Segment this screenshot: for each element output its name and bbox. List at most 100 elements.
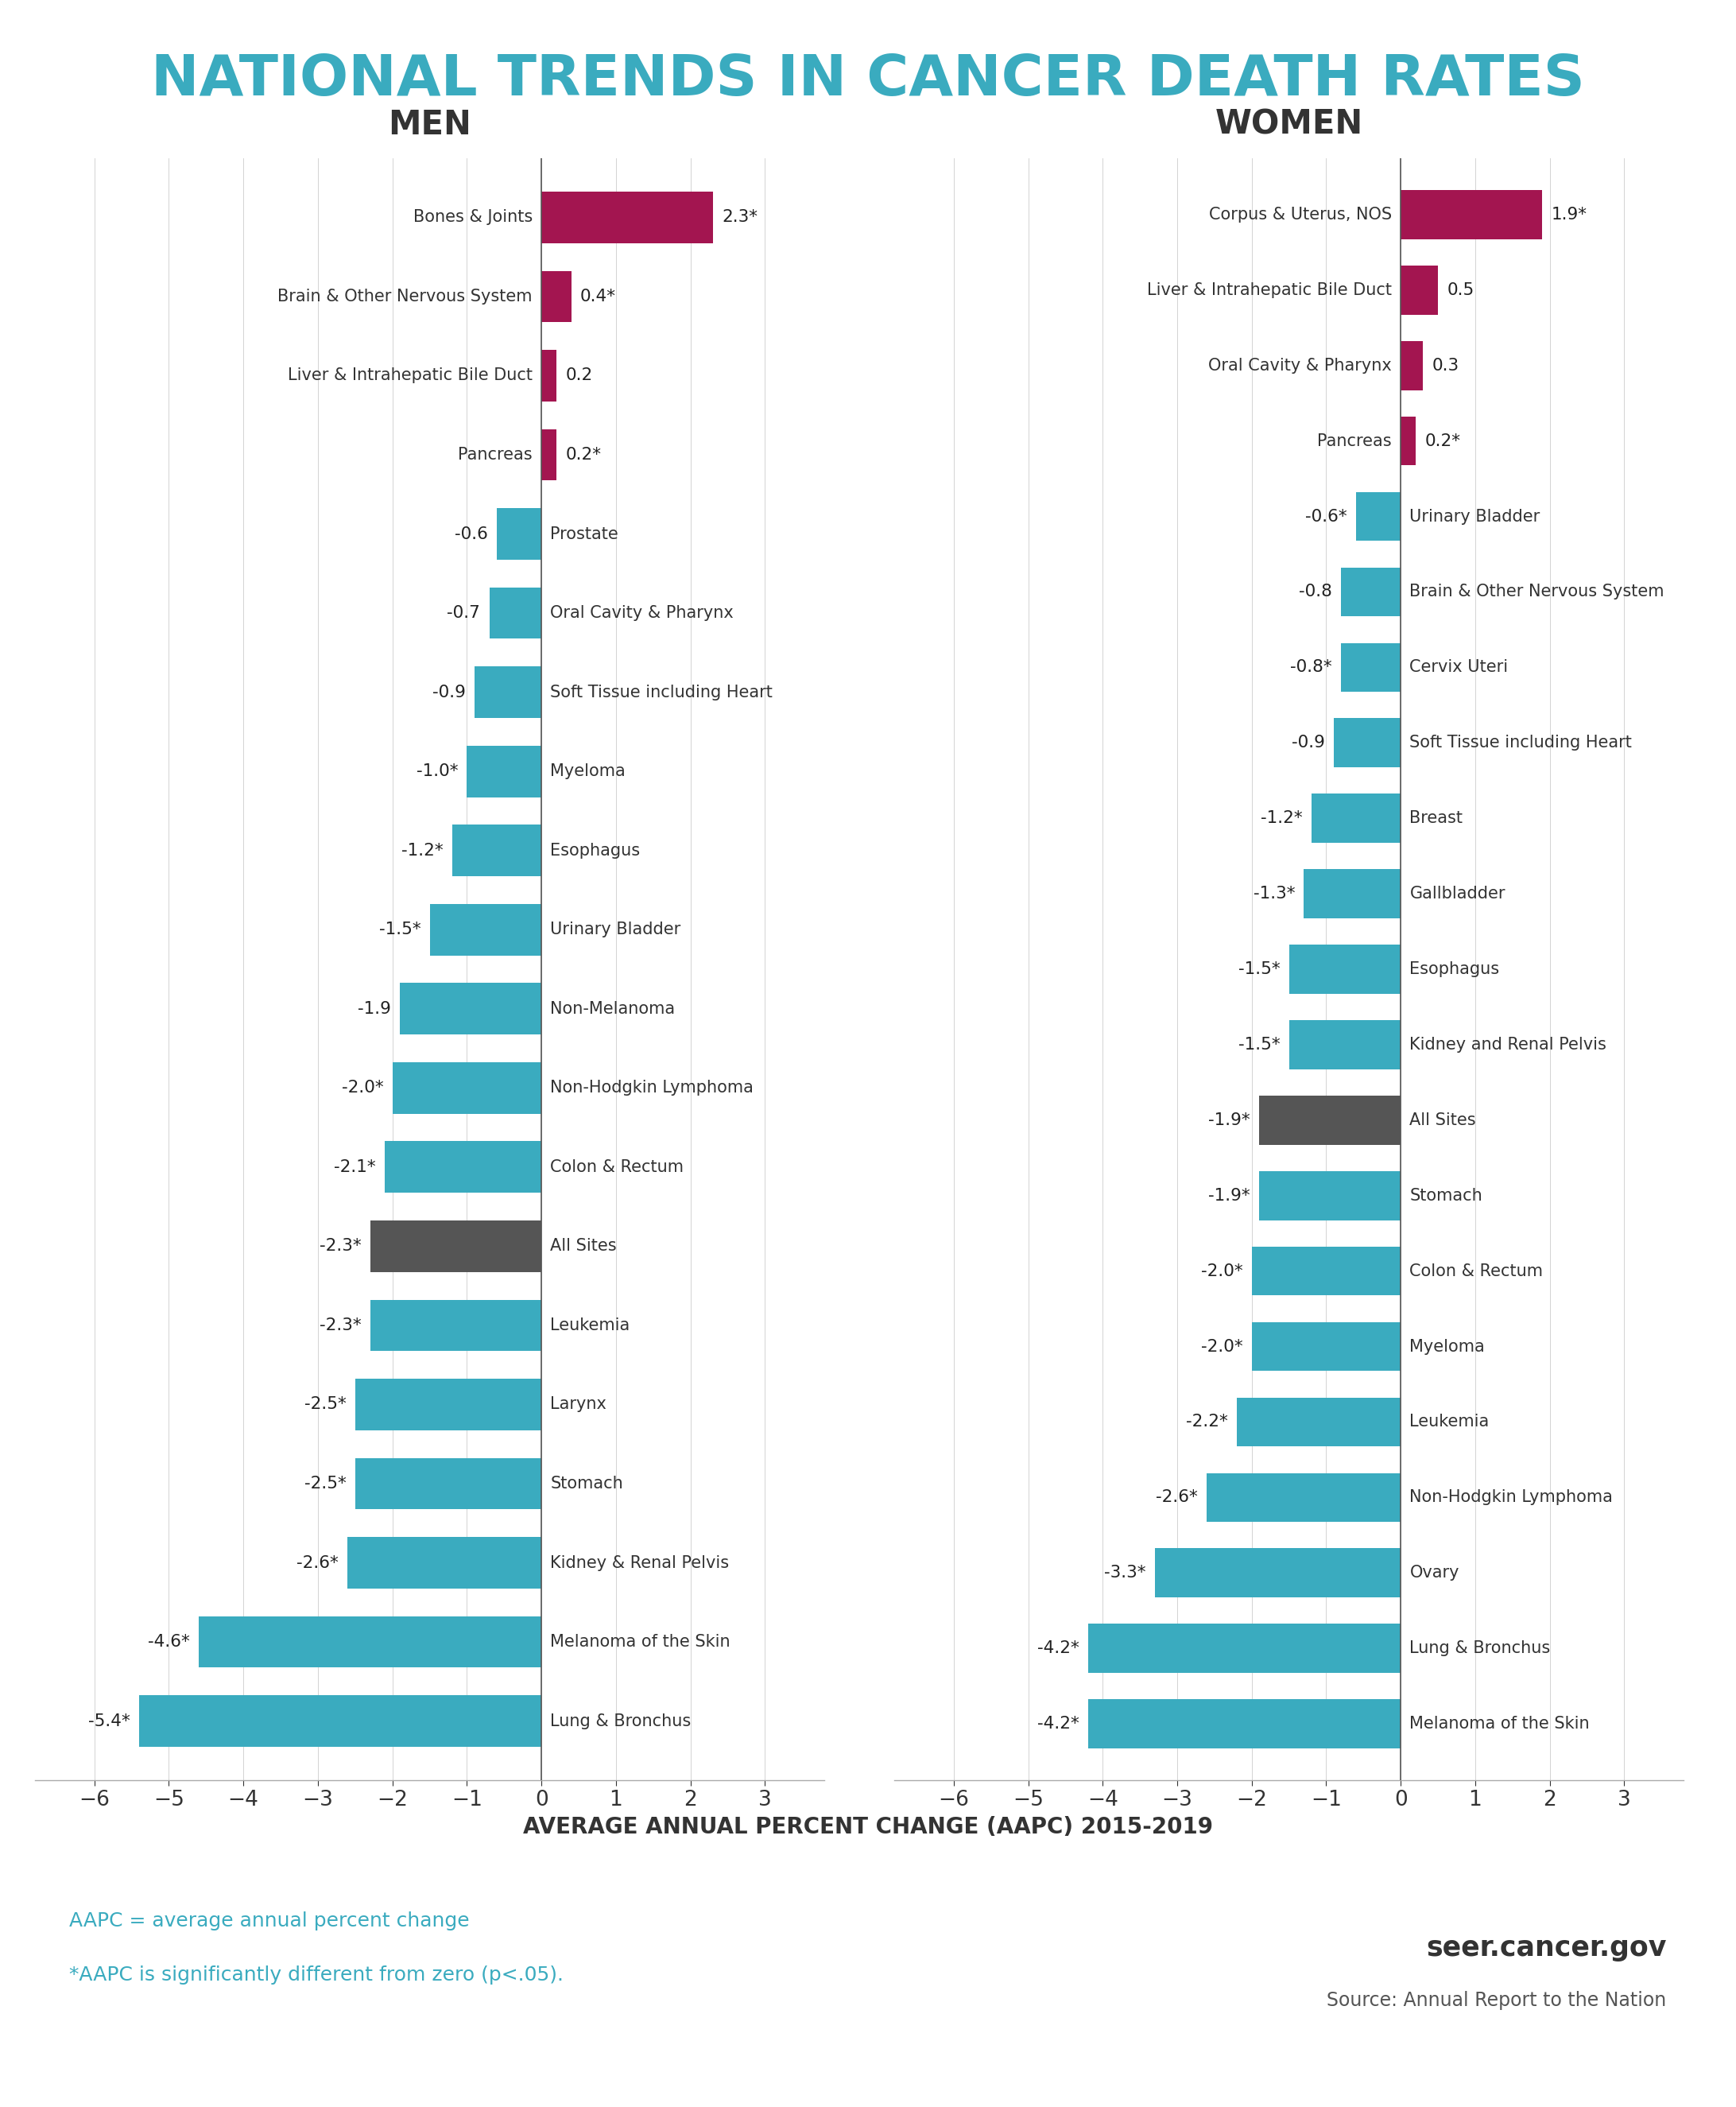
Text: Lung & Bronchus: Lung & Bronchus	[550, 1713, 691, 1730]
Bar	[1288, 944, 1401, 995]
Text: -1.5*: -1.5*	[1238, 1037, 1279, 1054]
Text: AAPC = average annual percent change: AAPC = average annual percent change	[69, 1911, 470, 1930]
Text: -1.5*: -1.5*	[1238, 961, 1279, 978]
Bar	[1207, 1473, 1401, 1521]
Text: 0.4*: 0.4*	[580, 289, 616, 306]
Text: Urinary Bladder: Urinary Bladder	[550, 921, 681, 938]
Text: Brain & Other Nervous System: Brain & Other Nervous System	[278, 289, 533, 306]
Text: -2.0*: -2.0*	[1201, 1338, 1243, 1355]
Text: Liver & Intrahepatic Bile Duct: Liver & Intrahepatic Bile Duct	[288, 369, 533, 383]
Text: Colon & Rectum: Colon & Rectum	[550, 1159, 684, 1176]
Text: 0.2*: 0.2*	[1425, 434, 1460, 449]
Bar	[392, 1062, 542, 1115]
Text: 0.2: 0.2	[566, 369, 592, 383]
Text: All Sites: All Sites	[550, 1239, 616, 1254]
Text: -2.0*: -2.0*	[342, 1081, 384, 1096]
Bar	[1259, 1171, 1401, 1220]
Text: Pancreas: Pancreas	[1318, 434, 1392, 449]
Text: Esophagus: Esophagus	[1410, 961, 1500, 978]
Bar	[356, 1458, 542, 1509]
Text: Leukemia: Leukemia	[1410, 1414, 1489, 1431]
Text: NATIONAL TRENDS IN CANCER DEATH RATES: NATIONAL TRENDS IN CANCER DEATH RATES	[151, 53, 1585, 107]
Text: Ovary: Ovary	[1410, 1566, 1460, 1580]
Text: -1.9*: -1.9*	[1208, 1188, 1250, 1203]
Text: 0.3: 0.3	[1432, 358, 1460, 373]
Text: Corpus & Uterus, NOS: Corpus & Uterus, NOS	[1208, 206, 1392, 223]
Bar	[1236, 1397, 1401, 1448]
Text: -1.2*: -1.2*	[401, 843, 443, 858]
Text: Larynx: Larynx	[550, 1397, 606, 1412]
Bar	[1088, 1624, 1401, 1673]
Bar	[356, 1378, 542, 1431]
Text: seer.cancer.gov: seer.cancer.gov	[1427, 1934, 1667, 1962]
Bar	[1401, 190, 1542, 240]
Text: WOMEN: WOMEN	[1215, 107, 1363, 141]
Text: Soft Tissue including Heart: Soft Tissue including Heart	[550, 685, 773, 700]
Bar	[474, 666, 542, 718]
Bar	[139, 1696, 542, 1747]
Text: -0.6: -0.6	[455, 527, 488, 541]
Bar	[431, 904, 542, 954]
Text: -2.3*: -2.3*	[319, 1317, 361, 1334]
Text: Kidney & Renal Pelvis: Kidney & Renal Pelvis	[550, 1555, 729, 1570]
Text: -4.6*: -4.6*	[148, 1633, 189, 1650]
Bar	[370, 1300, 542, 1351]
Text: AVERAGE ANNUAL PERCENT CHANGE (AAPC) 2015-2019: AVERAGE ANNUAL PERCENT CHANGE (AAPC) 201…	[523, 1816, 1213, 1839]
Bar	[1333, 718, 1401, 767]
Bar	[467, 746, 542, 796]
Text: Non-Melanoma: Non-Melanoma	[550, 1001, 675, 1018]
Text: -0.9: -0.9	[432, 685, 465, 700]
Text: -2.6*: -2.6*	[1156, 1490, 1198, 1504]
Text: 0.5: 0.5	[1448, 282, 1474, 297]
Text: -4.2*: -4.2*	[1036, 1641, 1078, 1656]
Text: -2.6*: -2.6*	[297, 1555, 339, 1570]
Text: Leukemia: Leukemia	[550, 1317, 630, 1334]
Text: 1.9*: 1.9*	[1552, 206, 1587, 223]
Bar	[1088, 1698, 1401, 1749]
Text: Oral Cavity & Pharynx: Oral Cavity & Pharynx	[1208, 358, 1392, 373]
Text: Liver & Intrahepatic Bile Duct: Liver & Intrahepatic Bile Duct	[1147, 282, 1392, 297]
Bar	[1342, 567, 1401, 617]
Text: Soft Tissue including Heart: Soft Tissue including Heart	[1410, 735, 1632, 750]
Text: -2.0*: -2.0*	[1201, 1262, 1243, 1279]
Bar	[496, 508, 542, 560]
Text: Gallbladder: Gallbladder	[1410, 885, 1505, 902]
Text: -2.1*: -2.1*	[333, 1159, 377, 1176]
Bar	[399, 984, 542, 1035]
Bar	[385, 1142, 542, 1193]
Bar	[1342, 643, 1401, 691]
Text: Pancreas: Pancreas	[458, 447, 533, 464]
Bar	[542, 430, 556, 480]
Text: -0.8*: -0.8*	[1290, 659, 1332, 676]
Text: -2.2*: -2.2*	[1186, 1414, 1227, 1431]
Text: MEN: MEN	[387, 107, 472, 141]
Text: -0.7: -0.7	[448, 605, 481, 622]
Text: Stomach: Stomach	[550, 1475, 623, 1492]
Bar	[370, 1220, 542, 1273]
Bar	[198, 1616, 542, 1667]
Bar	[542, 272, 571, 322]
Text: All Sites: All Sites	[1410, 1112, 1476, 1127]
Text: -5.4*: -5.4*	[89, 1713, 130, 1730]
Bar	[1288, 1020, 1401, 1068]
Bar	[542, 192, 713, 242]
Text: Melanoma of the Skin: Melanoma of the Skin	[1410, 1715, 1590, 1732]
Text: Brain & Other Nervous System: Brain & Other Nervous System	[1410, 584, 1665, 600]
Bar	[347, 1538, 542, 1589]
Text: -1.9: -1.9	[358, 1001, 391, 1018]
Text: -2.5*: -2.5*	[304, 1475, 345, 1492]
Text: Prostate: Prostate	[550, 527, 618, 541]
Bar	[542, 350, 556, 400]
Text: Myeloma: Myeloma	[550, 763, 625, 780]
Text: Source: Annual Report to the Nation: Source: Annual Report to the Nation	[1326, 1991, 1667, 2010]
Text: -1.0*: -1.0*	[417, 763, 458, 780]
Text: Oral Cavity & Pharynx: Oral Cavity & Pharynx	[550, 605, 734, 622]
Text: -1.3*: -1.3*	[1253, 885, 1295, 902]
Bar	[1252, 1247, 1401, 1296]
Text: Urinary Bladder: Urinary Bladder	[1410, 508, 1540, 525]
Text: Colon & Rectum: Colon & Rectum	[1410, 1262, 1543, 1279]
Bar	[1401, 417, 1415, 466]
Bar	[1356, 491, 1401, 541]
Text: Non-Hodgkin Lymphoma: Non-Hodgkin Lymphoma	[550, 1081, 753, 1096]
Bar	[451, 824, 542, 877]
